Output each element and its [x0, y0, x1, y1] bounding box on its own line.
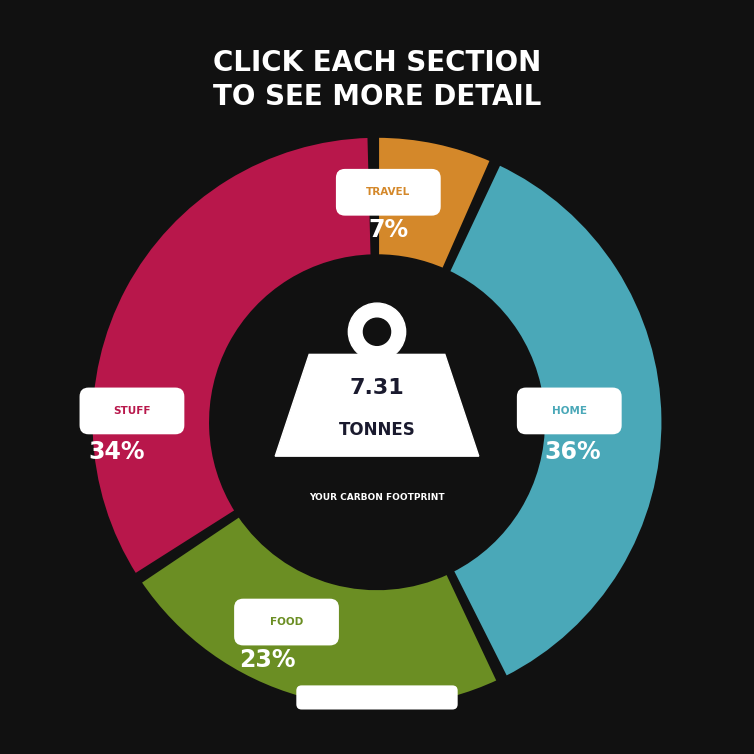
- FancyBboxPatch shape: [296, 685, 458, 710]
- FancyBboxPatch shape: [516, 388, 621, 434]
- Text: HOME: HOME: [552, 406, 587, 416]
- Circle shape: [215, 260, 539, 584]
- FancyBboxPatch shape: [80, 388, 184, 434]
- Text: 34%: 34%: [89, 440, 145, 464]
- Text: CLICK EACH SECTION
TO SEE MORE DETAIL: CLICK EACH SECTION TO SEE MORE DETAIL: [213, 49, 541, 111]
- Wedge shape: [377, 136, 492, 271]
- Text: 36%: 36%: [544, 440, 602, 464]
- FancyBboxPatch shape: [336, 169, 440, 216]
- Text: TONNES: TONNES: [339, 421, 415, 439]
- FancyBboxPatch shape: [234, 599, 339, 645]
- Wedge shape: [448, 163, 664, 678]
- Text: 7.31: 7.31: [350, 379, 404, 398]
- Wedge shape: [90, 136, 372, 576]
- Circle shape: [348, 303, 406, 360]
- Text: 7%: 7%: [368, 218, 409, 242]
- Text: YOUR CARBON FOOTPRINT: YOUR CARBON FOOTPRINT: [309, 493, 445, 502]
- Text: 23%: 23%: [240, 648, 296, 672]
- Circle shape: [363, 318, 391, 345]
- Text: FOOD: FOOD: [270, 617, 303, 627]
- Wedge shape: [139, 515, 499, 709]
- Text: STUFF: STUFF: [113, 406, 151, 416]
- Polygon shape: [275, 354, 479, 456]
- Text: TRAVEL: TRAVEL: [366, 187, 410, 198]
